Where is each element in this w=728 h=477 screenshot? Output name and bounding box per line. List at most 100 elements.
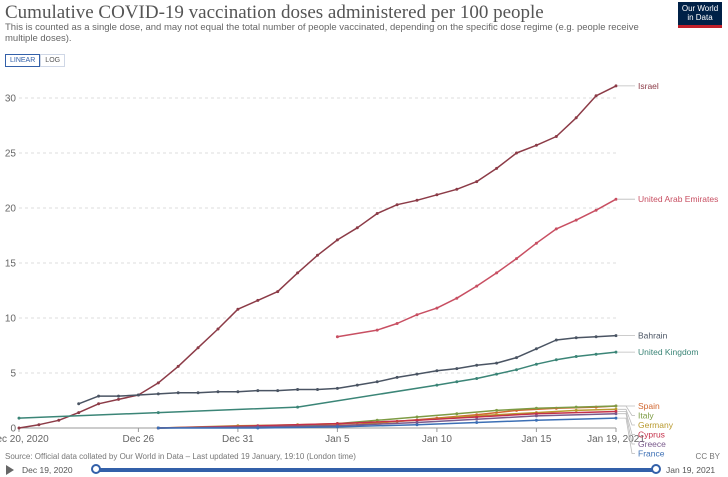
series-line bbox=[337, 198, 617, 338]
label-connector bbox=[618, 411, 635, 435]
data-point bbox=[435, 369, 439, 373]
log-scale-button[interactable]: LOG bbox=[40, 54, 66, 67]
x-tick-label: Jan 10 bbox=[422, 434, 452, 445]
data-point bbox=[415, 198, 419, 202]
data-point bbox=[415, 421, 419, 424]
scale-toggle: LINEAR LOG bbox=[5, 54, 66, 67]
timeline: Dec 19, 2020 Jan 19, 2021 bbox=[0, 463, 728, 477]
data-point bbox=[97, 394, 101, 398]
data-point bbox=[495, 166, 499, 170]
data-point bbox=[534, 412, 538, 416]
data-point bbox=[156, 381, 160, 385]
data-point bbox=[594, 335, 598, 339]
data-point bbox=[415, 313, 419, 317]
data-point bbox=[455, 367, 459, 371]
data-point bbox=[236, 307, 240, 311]
series-label: Italy bbox=[638, 411, 654, 421]
data-point bbox=[176, 391, 180, 395]
data-point bbox=[475, 180, 479, 184]
series-line bbox=[18, 85, 617, 429]
owid-logo[interactable]: Our World in Data bbox=[678, 2, 722, 28]
data-point bbox=[196, 346, 200, 350]
series-label: Cyprus bbox=[638, 430, 665, 440]
series-label: Bahrain bbox=[638, 331, 668, 341]
data-point bbox=[554, 227, 558, 231]
data-point bbox=[614, 350, 618, 354]
data-point bbox=[475, 377, 479, 380]
y-tick-label: 20 bbox=[5, 204, 17, 215]
timeline-start-handle[interactable] bbox=[91, 464, 101, 474]
data-point bbox=[296, 388, 300, 391]
timeline-end-handle[interactable] bbox=[651, 464, 661, 474]
data-point bbox=[614, 334, 618, 338]
data-point bbox=[276, 389, 280, 393]
data-point bbox=[375, 212, 379, 215]
data-point bbox=[475, 417, 479, 421]
license-link[interactable]: CC BY bbox=[695, 452, 720, 461]
y-tick-label: 10 bbox=[5, 314, 17, 325]
data-point bbox=[216, 327, 220, 331]
data-point bbox=[375, 418, 379, 422]
data-point bbox=[475, 421, 479, 424]
data-point bbox=[156, 392, 160, 396]
label-connector bbox=[618, 405, 635, 416]
data-point bbox=[435, 383, 439, 387]
data-point bbox=[574, 405, 578, 409]
source-note: Source: Official data collated by Our Wo… bbox=[5, 452, 356, 461]
data-point bbox=[355, 226, 359, 230]
data-point bbox=[256, 426, 260, 430]
x-tick-label: Dec 31 bbox=[222, 434, 254, 445]
data-point bbox=[594, 352, 598, 356]
data-point bbox=[395, 203, 399, 207]
data-point bbox=[534, 414, 538, 418]
data-point bbox=[77, 402, 81, 406]
data-point bbox=[574, 355, 578, 358]
data-point bbox=[534, 347, 538, 351]
data-point bbox=[355, 383, 359, 387]
data-point bbox=[614, 84, 618, 88]
series-label: Israel bbox=[638, 81, 659, 91]
series-label: United Arab Emirates bbox=[638, 194, 718, 204]
data-point bbox=[515, 356, 518, 360]
data-point bbox=[475, 284, 479, 288]
data-point bbox=[515, 257, 518, 261]
data-point bbox=[256, 389, 260, 393]
timeline-track[interactable] bbox=[96, 468, 656, 472]
data-point bbox=[296, 271, 300, 275]
data-point bbox=[335, 335, 339, 339]
linear-scale-button[interactable]: LINEAR bbox=[5, 54, 41, 67]
data-point bbox=[455, 380, 459, 384]
data-point bbox=[196, 391, 200, 395]
series-label: Spain bbox=[638, 401, 660, 411]
data-point bbox=[455, 412, 459, 416]
data-point bbox=[156, 411, 160, 415]
data-point bbox=[136, 393, 140, 397]
data-point bbox=[375, 328, 379, 332]
data-point bbox=[316, 388, 319, 391]
data-point bbox=[515, 368, 518, 372]
series-line bbox=[78, 334, 617, 405]
logo-bar bbox=[678, 25, 722, 28]
label-connector bbox=[618, 413, 635, 445]
data-point bbox=[375, 380, 379, 384]
data-point bbox=[455, 187, 459, 191]
data-point bbox=[574, 218, 578, 222]
data-point bbox=[594, 208, 598, 212]
chart-subtitle: This is counted as a single dose, and ma… bbox=[5, 22, 639, 44]
data-point bbox=[534, 143, 538, 147]
data-point bbox=[335, 422, 339, 426]
data-point bbox=[614, 412, 618, 416]
data-point bbox=[57, 418, 61, 422]
data-point bbox=[316, 253, 319, 257]
y-tick-label: 0 bbox=[10, 424, 16, 435]
data-point bbox=[475, 415, 479, 419]
data-point bbox=[614, 197, 618, 201]
play-icon[interactable] bbox=[6, 465, 14, 475]
data-point bbox=[395, 375, 399, 379]
data-point bbox=[17, 426, 21, 430]
x-tick-label: Dec 26 bbox=[123, 434, 155, 445]
x-tick-label: Dec 20, 2020 bbox=[0, 434, 49, 445]
data-point bbox=[435, 306, 439, 310]
data-point bbox=[574, 336, 578, 340]
data-point bbox=[534, 406, 538, 410]
